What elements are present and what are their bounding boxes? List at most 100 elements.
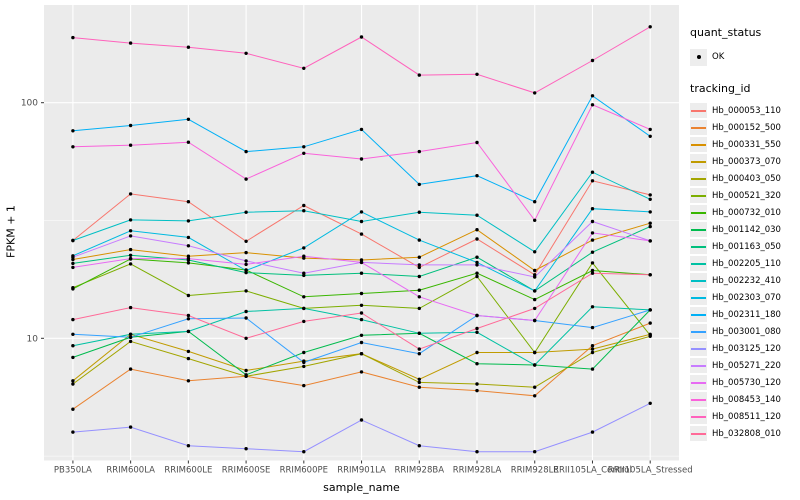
data-point (244, 250, 248, 255)
data-point (186, 256, 191, 261)
data-point (648, 224, 652, 229)
data-point (475, 274, 479, 279)
data-point (128, 234, 133, 238)
data-point (186, 200, 191, 204)
data-point (533, 91, 537, 95)
data-point (71, 379, 75, 383)
data-point (359, 317, 364, 322)
data-point (359, 260, 364, 265)
data-point (71, 287, 75, 291)
data-point (186, 244, 191, 248)
data-point (244, 309, 248, 314)
data-point (417, 380, 421, 385)
data-point (244, 373, 248, 377)
legend-item-Hb_002232_410: Hb_002232_410 (690, 272, 798, 289)
x-tick-label: RRIM600PE (280, 466, 328, 476)
legend-line-swatch (691, 262, 706, 265)
data-point (359, 35, 364, 39)
data-point (475, 140, 479, 145)
legend-label: Hb_001142_030 (712, 224, 781, 235)
axis-ticks (41, 102, 651, 464)
data-point (359, 271, 364, 275)
legend-line-swatch (691, 415, 706, 418)
data-point (302, 145, 306, 149)
data-point (71, 145, 75, 149)
data-point (128, 41, 133, 45)
data-point (475, 237, 479, 241)
legend-line-swatch (691, 330, 706, 333)
data-point (71, 255, 75, 259)
data-point (128, 192, 133, 196)
data-point (186, 379, 191, 383)
data-point (417, 288, 421, 292)
legend-item-Hb_001142_030: Hb_001142_030 (690, 221, 798, 238)
data-point (128, 143, 133, 147)
data-point (475, 388, 479, 393)
data-point (302, 383, 306, 388)
data-point (359, 352, 364, 356)
legend-label: Hb_005730_120 (712, 377, 781, 388)
data-point (71, 344, 75, 348)
legend-line-swatch (691, 347, 706, 350)
data-point (302, 319, 306, 324)
x-tick-label: PB350LA (54, 466, 92, 476)
data-point (590, 207, 595, 211)
legend-label: Hb_002303_070 (712, 292, 781, 303)
data-point (417, 306, 421, 311)
data-point (590, 347, 595, 351)
data-point (359, 311, 364, 315)
data-point (648, 333, 652, 337)
data-point (128, 335, 133, 339)
data-point (244, 259, 248, 263)
data-point (359, 127, 364, 132)
data-point (71, 317, 75, 322)
data-point (71, 129, 75, 133)
data-point (359, 340, 364, 345)
data-point (533, 250, 537, 254)
data-point (590, 271, 595, 275)
legend-key-line (690, 341, 707, 356)
data-point (590, 231, 595, 235)
legend-title-tracking-id: tracking_id (690, 82, 751, 95)
data-point (533, 394, 537, 398)
legend-key-line (690, 120, 707, 135)
legend-key-line (690, 256, 707, 271)
data-point (302, 203, 306, 208)
legend-item-Hb_032808_010: Hb_032808_010 (690, 425, 798, 442)
data-point (244, 289, 248, 293)
data-point (590, 170, 595, 174)
data-point (71, 265, 75, 270)
legend-item-Hb_000331_550: Hb_000331_550 (690, 136, 798, 153)
data-point (417, 352, 421, 356)
legend-line-swatch (691, 364, 706, 367)
data-point (533, 450, 537, 454)
legend-item-Hb_003001_080: Hb_003001_080 (690, 323, 798, 340)
legend-key-line (690, 409, 707, 424)
legend-label: Hb_001163_050 (712, 241, 781, 252)
data-point (417, 385, 421, 389)
data-point (244, 51, 248, 55)
data-point (590, 103, 595, 107)
data-point (302, 295, 306, 299)
data-point (648, 221, 652, 225)
legend-item-Hb_008511_120: Hb_008511_120 (690, 408, 798, 425)
data-point (590, 58, 595, 63)
x-tick-label: RRIM928LE (511, 466, 559, 476)
legend-label: OK (712, 52, 725, 62)
data-point (648, 210, 652, 214)
legend-line-swatch (691, 381, 706, 384)
x-tick-labels: PB350LA RRIM600LA RRIM600LE RRIM600SE RRIM60… (54, 466, 693, 476)
data-point (128, 339, 133, 344)
data-point (475, 450, 479, 454)
data-point (417, 73, 421, 77)
x-tick-label: RRIM901LA (337, 466, 386, 476)
legend-line-swatch (691, 160, 706, 163)
data-point (186, 254, 191, 258)
legend-key-line (690, 392, 707, 407)
legend-label: Hb_005271_220 (712, 360, 781, 371)
data-point (359, 303, 364, 307)
data-point (475, 263, 479, 267)
data-point (475, 72, 479, 77)
legend: quant_status OK tracking_id Hb_000053_11… (690, 26, 798, 442)
data-point (417, 238, 421, 242)
